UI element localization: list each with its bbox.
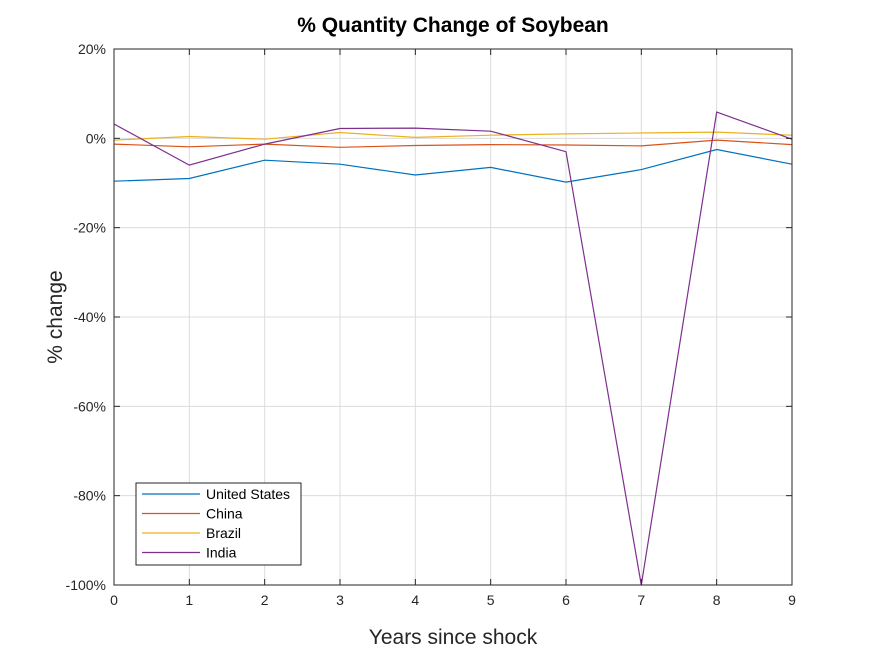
y-tick-label: -100% <box>66 577 106 593</box>
legend: United States China Brazil India <box>135 482 302 566</box>
chart-title: % Quantity Change of Soybean <box>297 14 609 37</box>
y-tick-label: -20% <box>73 220 106 236</box>
y-axis-label: % change <box>44 270 67 363</box>
legend-label-united-states: United States <box>206 486 290 502</box>
x-tick-label: 6 <box>562 592 570 608</box>
series-line-brazil <box>113 131 793 141</box>
legend-label-brazil: Brazil <box>206 525 241 541</box>
x-axis-label: Years since shock <box>369 626 538 649</box>
x-tick-label: 3 <box>336 592 344 608</box>
axis-ticks: 0 1 2 3 4 5 6 7 8 9 20% 0% -20% -40% -60% -80% -100% <box>66 41 797 608</box>
y-tick-label: -60% <box>73 398 106 414</box>
legend-label-china: China <box>206 506 243 522</box>
x-tick-label: 4 <box>411 592 419 608</box>
x-tick-label: 0 <box>110 592 118 608</box>
y-tick-label: -40% <box>73 309 106 325</box>
x-tick-label: 2 <box>261 592 269 608</box>
series-lines <box>113 111 793 586</box>
x-tick-label: 1 <box>185 592 193 608</box>
x-tick-label: 9 <box>788 592 796 608</box>
series-line-united-states <box>113 148 793 183</box>
y-tick-label: 20% <box>78 41 106 57</box>
x-tick-label: 5 <box>487 592 495 608</box>
x-tick-label: 7 <box>637 592 645 608</box>
x-tick-label: 8 <box>713 592 721 608</box>
series-line-india <box>113 111 793 586</box>
legend-box <box>135 482 302 566</box>
series-line-china <box>113 139 793 148</box>
legend-label-india: India <box>206 545 237 561</box>
y-tick-label: -80% <box>73 488 106 504</box>
y-tick-label: 0% <box>86 130 106 146</box>
